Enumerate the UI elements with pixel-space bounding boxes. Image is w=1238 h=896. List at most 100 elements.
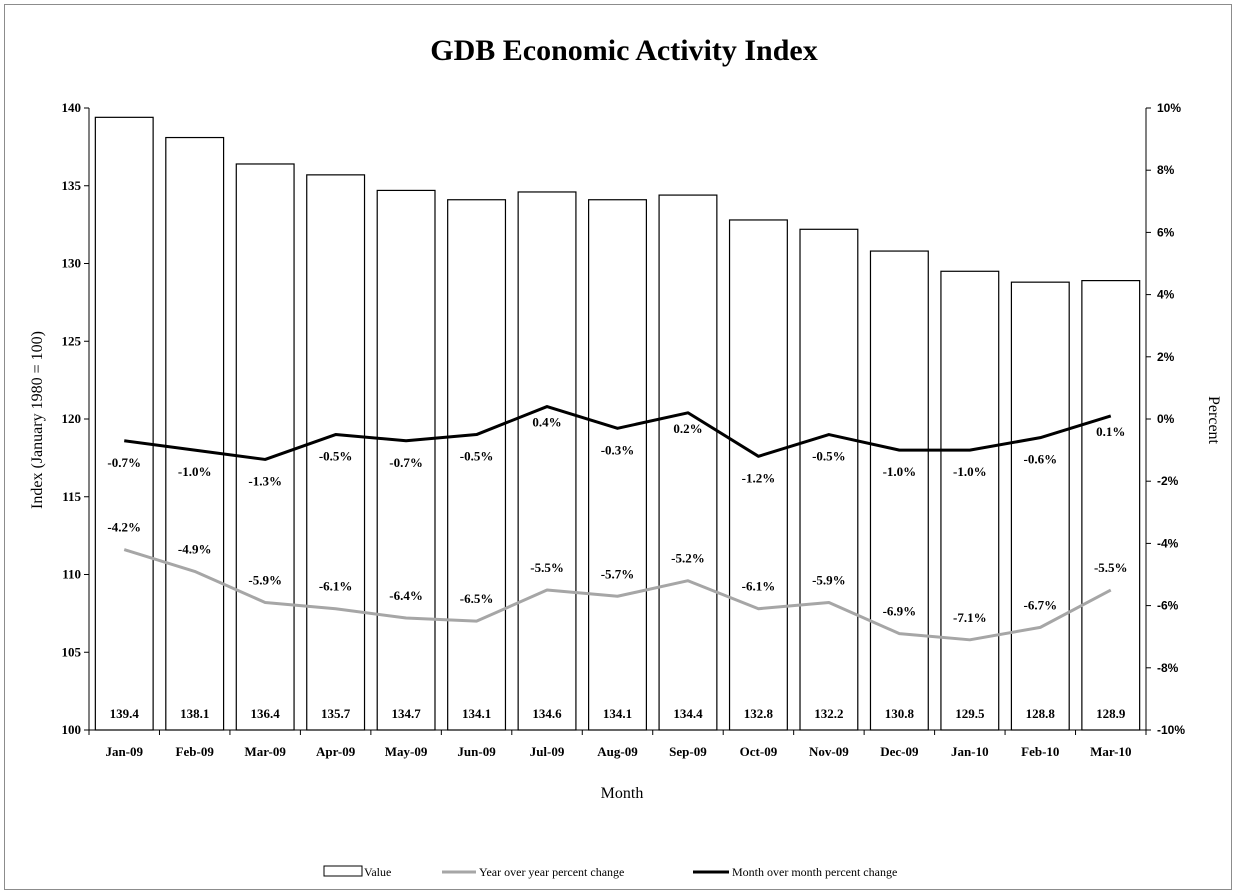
x-tick-label: Jun-09 [457, 744, 496, 759]
bars [94, 116, 1141, 731]
x-tick-label: Mar-10 [1090, 744, 1131, 759]
mom-data-label: -0.3% [601, 442, 635, 457]
bar-value-label: 134.1 [603, 706, 632, 721]
left-tick-label: 125 [62, 333, 82, 348]
yoy-data-label: -6.7% [1024, 597, 1058, 612]
yoy-data-label: -5.9% [812, 572, 846, 587]
left-tick-label: 130 [62, 256, 82, 271]
legend-label-mom: Month over month percent change [732, 865, 897, 879]
yoy-data-label: -6.4% [389, 588, 423, 603]
x-axis-ticks: Jan-09 Feb-09 Mar-09 Apr-09 May-09 Jun-09 Jul-… [88, 730, 1147, 759]
x-tick-label: May-09 [385, 744, 428, 759]
legend-swatch-value [323, 865, 363, 877]
x-tick-label: Oct-09 [740, 744, 778, 759]
x-tick-label: Jan-09 [105, 744, 143, 759]
bar-nov-09 [799, 228, 859, 731]
right-tick-label: 8% [1157, 163, 1175, 177]
yoy-data-label: -5.9% [248, 572, 282, 587]
right-tick-label: 2% [1157, 350, 1175, 364]
right-tick-label: 4% [1157, 288, 1175, 302]
left-axis-ticks: 100 105 110 115 120 125 130 135 140 [62, 100, 89, 737]
bar-jan-10 [940, 270, 1000, 731]
x-tick-label: Feb-09 [176, 744, 215, 759]
bar-mar-10 [1081, 280, 1141, 731]
lines [123, 405, 1112, 642]
bar-value-label: 132.8 [744, 706, 774, 721]
right-tick-label: -6% [1157, 599, 1179, 613]
left-tick-label: 115 [62, 489, 81, 504]
bar-aug-09 [588, 199, 647, 731]
bar-apr-09 [306, 174, 366, 731]
x-tick-label: Jan-10 [951, 744, 989, 759]
bar-dec-09 [869, 250, 929, 731]
mom-data-label: -0.7% [107, 455, 141, 470]
mom-data-label: -1.0% [883, 464, 917, 479]
x-tick-label: Sep-09 [669, 744, 707, 759]
mom-data-label: 0.1% [1096, 424, 1125, 439]
yoy-data-label: -5.5% [530, 560, 564, 575]
yoy-data-label: -6.1% [319, 579, 353, 594]
bar-jun-09 [447, 199, 507, 731]
yoy-line [123, 548, 1112, 642]
left-tick-label: 140 [62, 100, 82, 115]
mom-data-label: -1.0% [178, 464, 212, 479]
yoy-data-label: -5.7% [601, 566, 635, 581]
bar-value-label: 138.1 [180, 706, 209, 721]
bar-value-label: 136.4 [251, 706, 281, 721]
x-tick-label: Mar-09 [244, 744, 286, 759]
left-tick-label: 110 [62, 567, 81, 582]
bar-value-label: 132.2 [814, 706, 843, 721]
yoy-data-label: -4.2% [107, 520, 141, 535]
bar-value-label: 134.7 [391, 706, 421, 721]
bar-feb-10 [1010, 281, 1070, 731]
mom-data-label: -0.5% [812, 449, 846, 464]
bar-value-label: 134.6 [532, 706, 562, 721]
right-tick-label: -4% [1157, 536, 1179, 550]
x-axis-label: Month [601, 785, 644, 802]
x-tick-label: Nov-09 [809, 744, 849, 759]
yoy-data-label: -6.9% [883, 604, 917, 619]
x-tick-label: Feb-10 [1021, 744, 1059, 759]
right-tick-label: -10% [1157, 723, 1185, 737]
yoy-data-label: -5.5% [1094, 560, 1128, 575]
legend: Value Year over year percent change Month … [323, 865, 897, 879]
bar-value-label: 134.1 [462, 706, 491, 721]
mom-line [124, 405, 1112, 461]
legend-label-value: Value [364, 865, 391, 879]
left-tick-label: 120 [62, 411, 82, 426]
right-tick-label: -8% [1157, 661, 1179, 675]
yoy-data-label: -5.2% [671, 551, 705, 566]
bar-jul-09 [517, 191, 577, 731]
bar-may-09 [376, 189, 436, 731]
bar-value-label: 129.5 [955, 706, 985, 721]
bar-sep-09 [658, 194, 718, 731]
bar-jan-09 [94, 116, 154, 731]
bar-value-label: 134.4 [673, 706, 703, 721]
bar-value-label: 128.8 [1026, 706, 1056, 721]
mom-data-label: -0.5% [460, 449, 494, 464]
x-tick-label: Aug-09 [597, 744, 638, 759]
chart-title: GDB Economic Activity Index [430, 34, 818, 67]
mom-data-label: -1.2% [742, 470, 776, 485]
bar-value-label: 128.9 [1096, 706, 1126, 721]
yoy-data-label: -6.5% [460, 591, 494, 606]
line-data-labels: -4.2% -4.9% -5.9% -6.1% -6.4% -6.5% -5.5% -5.7%… [107, 415, 1127, 625]
left-tick-label: 100 [62, 722, 82, 737]
y-axis-label: Index (January 1980 = 100) [29, 331, 46, 509]
right-tick-label: -2% [1157, 474, 1179, 488]
mom-data-label: 0.4% [532, 415, 561, 430]
yoy-data-label: -7.1% [953, 610, 987, 625]
bar-oct-09 [728, 219, 788, 731]
bar-value-label: 130.8 [885, 706, 915, 721]
mom-data-label: -0.7% [389, 455, 423, 470]
yoy-data-label: -4.9% [178, 541, 212, 556]
mom-data-label: -0.6% [1024, 452, 1058, 467]
bar-value-label: 139.4 [110, 706, 140, 721]
right-axis-ticks: -10% -8% -6% -4% -2% 0% 2% 4% 6% 8% 10% [1146, 101, 1185, 737]
right-tick-label: 6% [1157, 225, 1175, 239]
legend-label-yoy: Year over year percent change [479, 865, 624, 879]
mom-data-label: -1.3% [248, 473, 282, 488]
bar-feb-09 [165, 136, 225, 731]
left-tick-label: 135 [62, 178, 82, 193]
